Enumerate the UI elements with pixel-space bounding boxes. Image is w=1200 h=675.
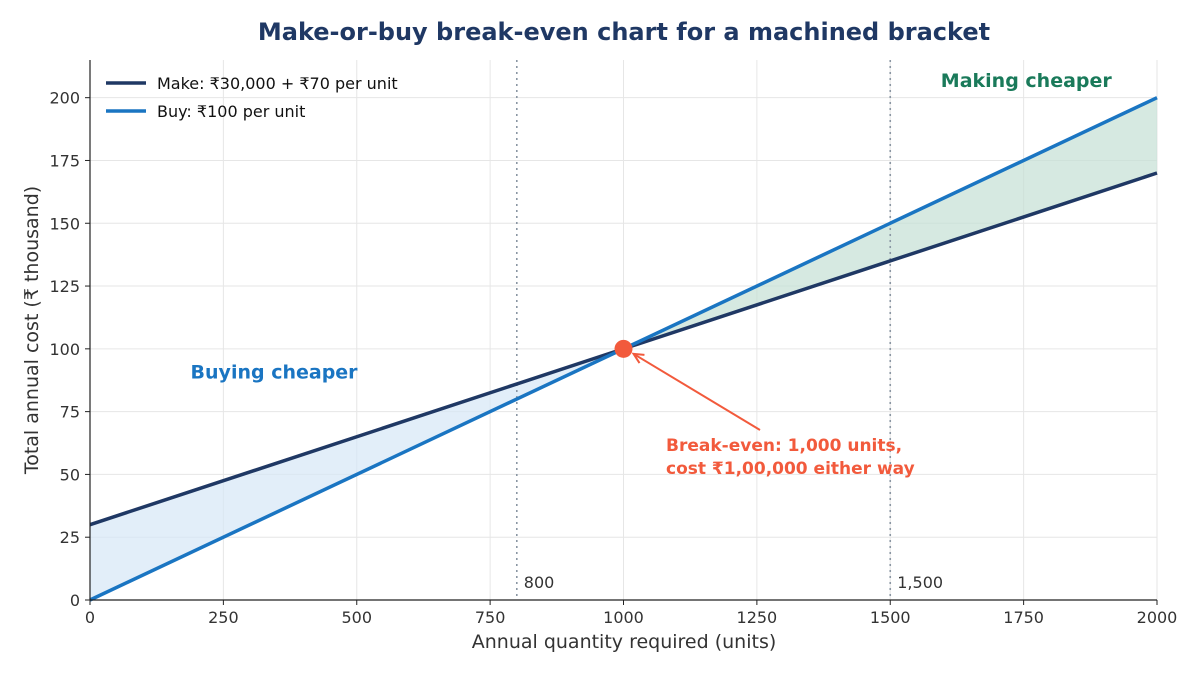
- reference-lines: 800 1,500: [515, 60, 943, 600]
- reference-line-label: 800: [524, 573, 555, 592]
- break-even-label-line-2: cost ₹1,00,000 either way: [666, 459, 915, 479]
- x-tick-label: 2000: [1137, 608, 1178, 627]
- x-tick-label: 500: [341, 608, 372, 627]
- x-tick-label: 1000: [603, 608, 644, 627]
- x-tick-label: 1250: [737, 608, 778, 627]
- y-tick-label: 200: [49, 89, 80, 108]
- legend-label-1: Make: ₹30,000 + ₹70 per unit: [157, 74, 398, 93]
- y-tick-label: 25: [60, 528, 80, 547]
- y-tick-label: 100: [49, 340, 80, 359]
- y-tick-label: 75: [60, 403, 80, 422]
- y-tick-label: 175: [49, 151, 80, 170]
- y-tick-label: 0: [70, 591, 80, 610]
- buying-cheaper-label: Buying cheaper: [191, 361, 359, 383]
- break-even-arrow-line: [632, 352, 761, 431]
- x-axis-label: Annual quantity required (units): [472, 631, 777, 653]
- legend-label-2: Buy: ₹100 per unit: [157, 102, 305, 121]
- x-tick-label: 0: [85, 608, 95, 627]
- legend: Make: ₹30,000 + ₹70 per unit Buy: ₹100 pe…: [106, 74, 398, 121]
- y-axis-label: Total annual cost (₹ thousand): [21, 186, 43, 475]
- chart-title: Make-or-buy break-even chart for a machi…: [258, 18, 990, 46]
- break-even-label-line-1: Break-even: 1,000 units,: [666, 436, 902, 456]
- y-tick-label: 150: [49, 214, 80, 233]
- y-tick-label: 125: [49, 277, 80, 296]
- x-tick-label: 1500: [870, 608, 911, 627]
- making-cheaper-label: Making cheaper: [941, 70, 1113, 92]
- break-even-arrow-head: [631, 352, 645, 364]
- y-tick-label: 50: [60, 465, 80, 484]
- break-even-point: [614, 339, 633, 358]
- x-tick-label: 250: [208, 608, 239, 627]
- x-tick-label: 750: [475, 608, 506, 627]
- reference-line-label: 1,500: [897, 573, 943, 592]
- x-tick-label: 1750: [1003, 608, 1044, 627]
- annotations: Buying cheaper Making cheaper Break-even: …: [191, 70, 1113, 479]
- tick-labels: 0 250 500 750 1000 1250 1500 1750 2000 0 25 50 75 100…: [49, 89, 1177, 627]
